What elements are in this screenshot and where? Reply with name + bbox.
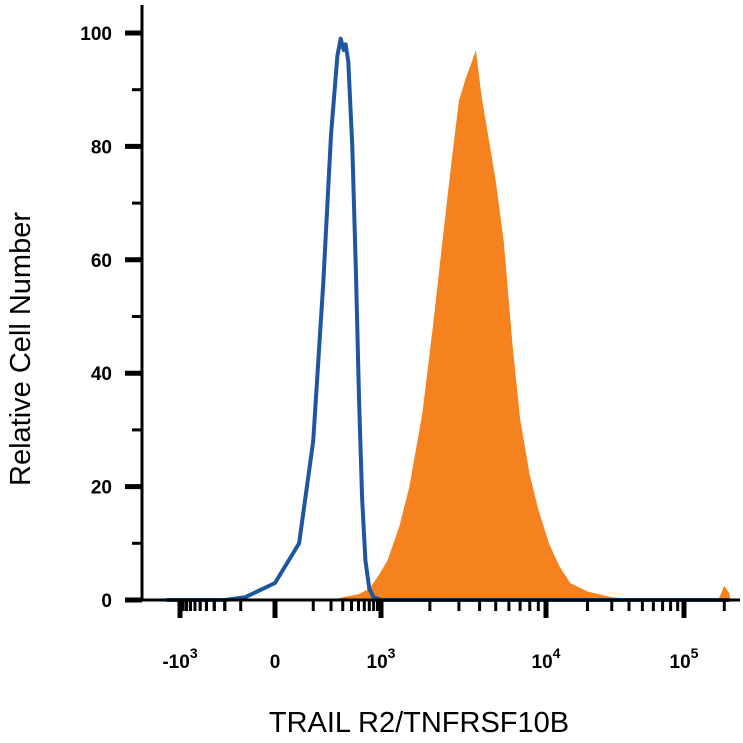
x-tick-label: -103 (162, 645, 197, 673)
y-tick-label: 80 (91, 137, 112, 158)
labels-group: 0 20 40 60 80 100 -103 0 103 104 105 (80, 24, 698, 673)
y-axis-title: Relative Cell Number (5, 212, 37, 486)
x-tick-label: 105 (670, 645, 699, 673)
y-tick-label: 20 (91, 478, 112, 499)
y-tick-label: 0 (101, 591, 112, 612)
plot-series-group (166, 36, 730, 602)
ticks-group (125, 30, 726, 618)
x-tick-label: 103 (367, 645, 396, 673)
outline-histogram-series (166, 36, 730, 602)
y-tick-label: 60 (91, 251, 112, 272)
x-axis-title: TRAIL R2/TNFRSF10B (269, 707, 569, 739)
y-tick-label: 100 (80, 24, 112, 45)
filled-histogram-series (166, 50, 730, 600)
y-tick-label: 40 (91, 364, 112, 385)
x-tick-label: 104 (532, 645, 561, 673)
x-tick-label: 0 (270, 652, 281, 673)
